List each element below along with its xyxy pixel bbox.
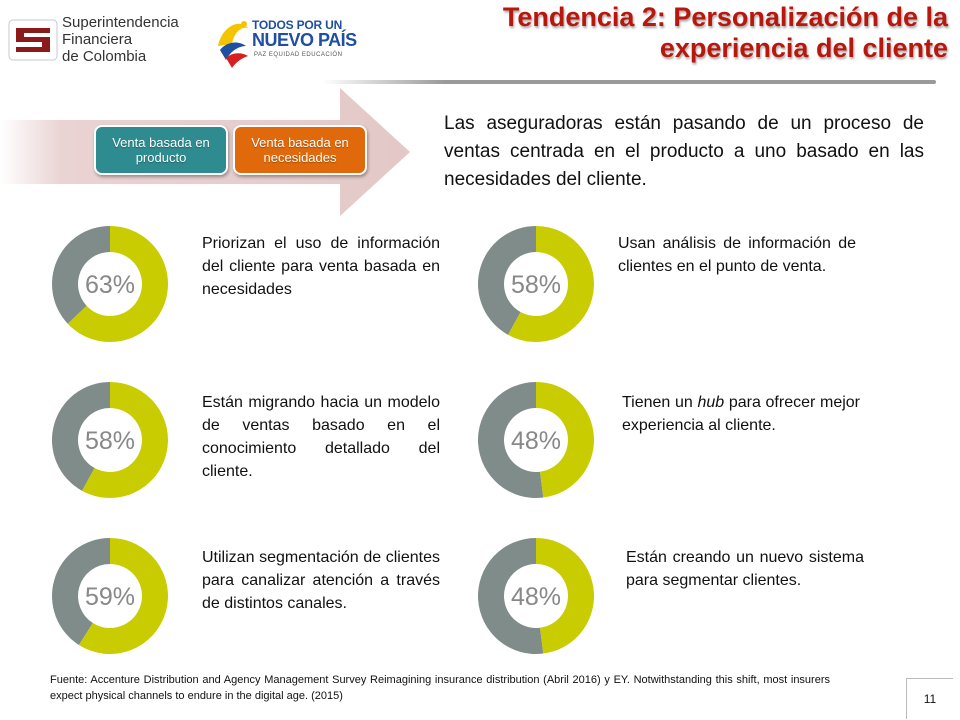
stat-description: Están creando un nuevo sistema para segm… bbox=[626, 549, 864, 589]
colombia-flag-bird-icon bbox=[218, 21, 248, 68]
donut-value-segment bbox=[82, 382, 168, 498]
stat-text-after: para ofrecer mejor experiencia al client… bbox=[622, 394, 861, 434]
intro-paragraph: Las aseguradoras están pasando de un pro… bbox=[444, 113, 924, 190]
stat-text-before: Tienen un bbox=[622, 394, 698, 411]
donut-value-segment bbox=[67, 226, 168, 342]
stat-description: Usan análisis de información de clientes… bbox=[618, 235, 856, 275]
title-line-2: experiencia del cliente bbox=[659, 33, 948, 63]
donut-chart: 58% bbox=[478, 226, 594, 342]
gov-logo-line-2: NUEVO PAÍS bbox=[252, 30, 357, 50]
donut-value-segment bbox=[508, 226, 594, 342]
donut-percent-label: 59% bbox=[85, 583, 135, 611]
donut-remainder-segment bbox=[51, 226, 110, 324]
donut-remainder-segment bbox=[478, 226, 536, 335]
stat-description: Utilizan segmentación de clientes para c… bbox=[202, 549, 440, 612]
page-number: 11 bbox=[906, 678, 953, 719]
page-title: Tendencia 2: Personalización de la exper… bbox=[503, 2, 948, 64]
donut-chart: 59% bbox=[52, 538, 169, 654]
donut-remainder-segment bbox=[52, 382, 110, 491]
donut-value-segment bbox=[78, 538, 169, 654]
sfc-line-1: Superintendencia bbox=[62, 14, 179, 31]
donut-remainder-segment bbox=[478, 382, 544, 498]
donut-chart: 48% bbox=[478, 538, 595, 654]
donut-remainder-segment bbox=[52, 538, 110, 645]
stat-description: Priorizan el uso de información del clie… bbox=[202, 235, 440, 298]
sfc-emblem-icon bbox=[8, 19, 58, 61]
donut-chart: 58% bbox=[52, 382, 168, 498]
donut-value-segment bbox=[536, 538, 595, 654]
title-line-1: Tendencia 2: Personalización de la bbox=[502, 2, 948, 32]
needs-based-sales-pill: Venta basada en necesidades bbox=[233, 125, 367, 175]
superintendencia-name: Superintendencia Financiera de Colombia bbox=[62, 14, 179, 65]
sfc-line-2: Financiera bbox=[62, 31, 133, 48]
header-divider bbox=[322, 80, 936, 84]
stat-description: Están migrando hacia un modelo de ventas… bbox=[202, 394, 440, 480]
donut-remainder-segment bbox=[478, 538, 544, 654]
donut-percent-label: 48% bbox=[511, 583, 561, 611]
gov-logo-tagline: PAZ EQUIDAD EDUCACIÓN bbox=[254, 52, 343, 58]
todos-por-un-nuevo-pais-logo: TODOS POR UN NUEVO PAÍS PAZ EQUIDAD EDUC… bbox=[212, 12, 372, 70]
donut-percent-label: 58% bbox=[85, 427, 135, 455]
stat-text-italic: hub bbox=[697, 394, 725, 411]
donut-percent-label: 58% bbox=[511, 271, 561, 299]
superintendencia-logo bbox=[6, 10, 176, 66]
source-footnote: Fuente: Accenture Distribution and Agenc… bbox=[50, 674, 830, 702]
product-based-sales-pill: Venta basada en producto bbox=[94, 125, 228, 175]
donut-value-segment bbox=[536, 382, 595, 498]
donut-percent-label: 48% bbox=[511, 427, 561, 455]
donut-percent-label: 63% bbox=[85, 271, 135, 299]
donut-chart: 63% bbox=[51, 226, 168, 342]
stat-description: Tienen un hub para ofrecer mejor experie… bbox=[622, 391, 860, 437]
donut-chart: 48% bbox=[478, 382, 595, 498]
sfc-line-3: de Colombia bbox=[62, 48, 147, 65]
gov-logo-line-1: TODOS POR UN bbox=[252, 18, 343, 32]
